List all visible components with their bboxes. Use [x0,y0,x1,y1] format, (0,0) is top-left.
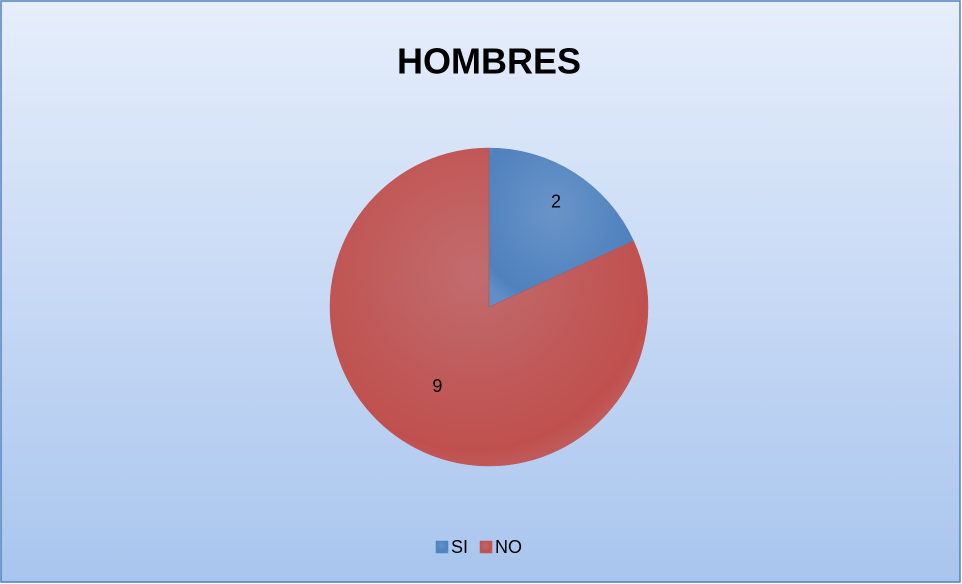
legend: SI NO [435,537,522,557]
legend-label: NO [495,537,522,557]
chart-title: HOMBRES [397,41,581,82]
legend-swatch [479,540,493,554]
pie: 29 [329,147,649,467]
data-label: 2 [551,191,561,211]
pie-slice [329,147,649,467]
data-label: 9 [432,376,442,396]
pie-slice [488,147,634,308]
legend-label: SI [451,537,468,557]
legend-swatch [435,540,449,554]
